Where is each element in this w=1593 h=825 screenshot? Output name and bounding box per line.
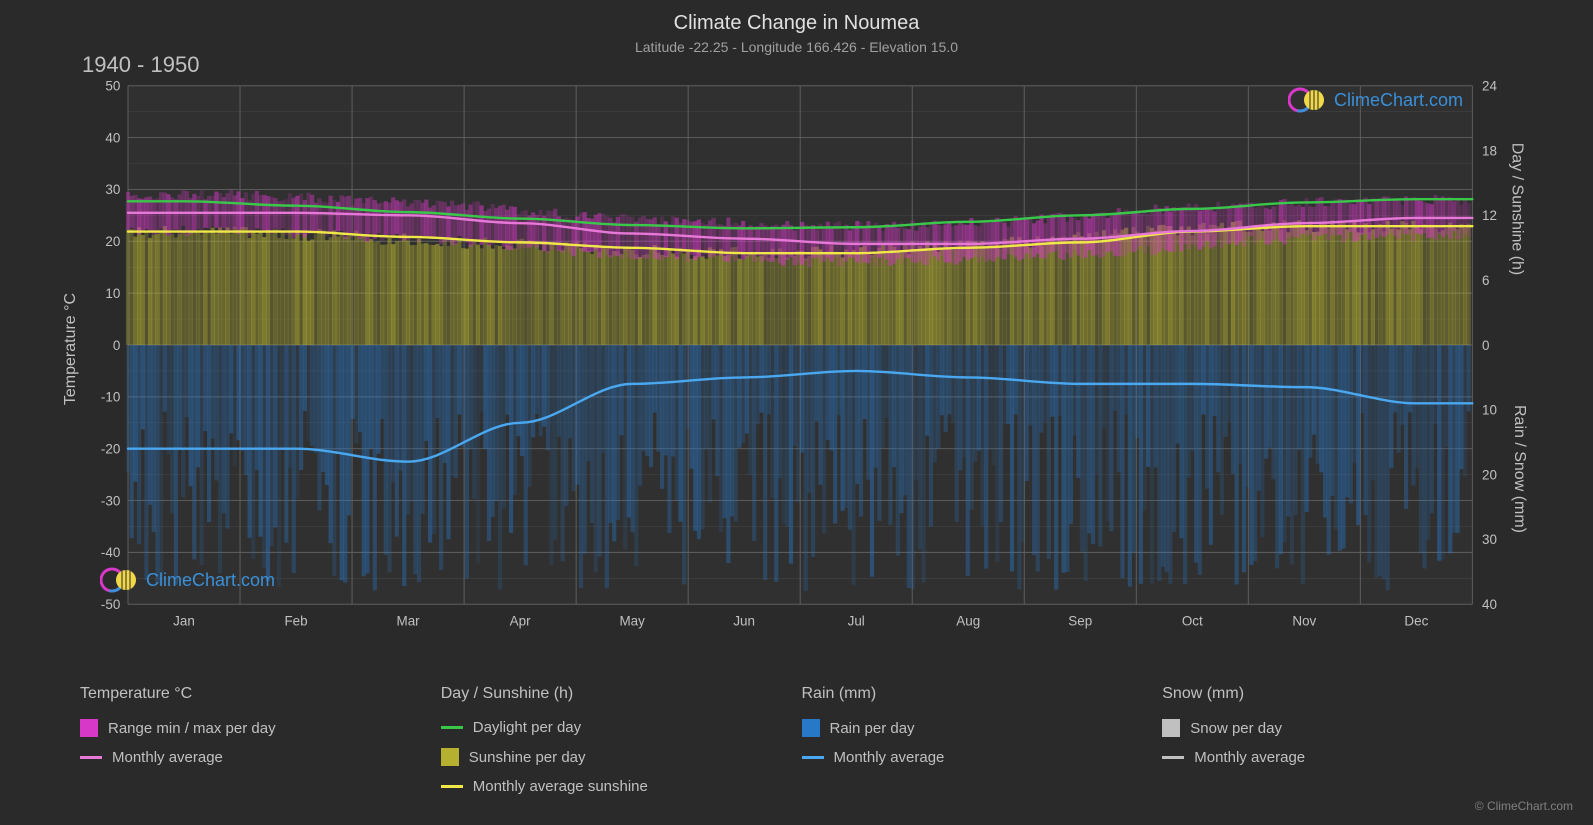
chart-title: Climate Change in Noumea — [0, 0, 1593, 35]
legend-column: Snow (mm) Snow per day Monthly average — [1162, 685, 1513, 795]
legend-column: Day / Sunshine (h) Daylight per day Sunshi… — [441, 685, 792, 795]
legend-header: Rain (mm) — [802, 685, 1153, 703]
legend-label: Range min / max per day — [108, 720, 276, 737]
y-axis-left-label: Temperature °C — [62, 293, 80, 405]
svg-text:-20: -20 — [101, 442, 120, 457]
svg-text:20: 20 — [1482, 467, 1497, 482]
legend-header: Temperature °C — [80, 685, 431, 703]
swatch-line-icon — [802, 756, 824, 759]
logo-icon — [100, 565, 140, 595]
legend-label: Monthly average — [1194, 749, 1305, 766]
svg-text:30: 30 — [1482, 532, 1497, 547]
logo-text: ClimeChart.com — [146, 570, 275, 591]
svg-text:20: 20 — [105, 234, 120, 249]
chart-subtitle: Latitude -22.25 - Longitude 166.426 - El… — [0, 39, 1593, 55]
svg-text:10: 10 — [1482, 403, 1497, 418]
legend-label: Monthly average — [834, 749, 945, 766]
svg-text:Jul: Jul — [848, 613, 865, 628]
svg-text:Feb: Feb — [284, 613, 307, 628]
legend-item: Sunshine per day — [441, 748, 792, 766]
svg-text:May: May — [619, 613, 645, 628]
swatch-box-icon — [441, 748, 459, 766]
svg-text:Dec: Dec — [1404, 613, 1428, 628]
legend-label: Monthly average — [112, 749, 223, 766]
swatch-box-icon — [80, 719, 98, 737]
svg-text:Aug: Aug — [956, 613, 980, 628]
chart-svg: -50 -40 -30 -20 -10 0 10 20 30 40 50 0 6 12 18 24 10 20 30… — [80, 72, 1530, 642]
svg-text:40: 40 — [105, 130, 120, 145]
svg-text:-40: -40 — [101, 545, 120, 560]
svg-text:0: 0 — [1482, 338, 1489, 353]
svg-text:18: 18 — [1482, 143, 1497, 158]
svg-text:Jun: Jun — [733, 613, 755, 628]
svg-text:6: 6 — [1482, 273, 1489, 288]
svg-text:Nov: Nov — [1292, 613, 1316, 628]
climechart-logo: ClimeChart.com — [1288, 85, 1463, 115]
legend-header: Day / Sunshine (h) — [441, 685, 792, 703]
swatch-line-icon — [1162, 756, 1184, 759]
svg-text:Mar: Mar — [397, 613, 421, 628]
svg-text:Oct: Oct — [1182, 613, 1203, 628]
svg-text:Apr: Apr — [510, 613, 531, 628]
svg-text:Jan: Jan — [173, 613, 195, 628]
svg-text:-30: -30 — [101, 493, 120, 508]
svg-text:30: 30 — [105, 182, 120, 197]
chart-plot-area: -50-40-30-20-100102030405006121824102030… — [80, 72, 1480, 612]
svg-text:12: 12 — [1482, 208, 1497, 223]
swatch-box-icon — [1162, 719, 1180, 737]
swatch-line-icon — [441, 726, 463, 729]
svg-text:-10: -10 — [101, 390, 120, 405]
legend-item: Rain per day — [802, 719, 1153, 737]
legend-label: Snow per day — [1190, 720, 1282, 737]
svg-text:0: 0 — [113, 338, 120, 353]
swatch-line-icon — [441, 785, 463, 788]
legend-label: Rain per day — [830, 720, 915, 737]
swatch-box-icon — [802, 719, 820, 737]
legend-header: Snow (mm) — [1162, 685, 1513, 703]
copyright-text: © ClimeChart.com — [1475, 799, 1573, 813]
legend-item: Range min / max per day — [80, 719, 431, 737]
svg-text:50: 50 — [105, 79, 120, 94]
svg-text:24: 24 — [1482, 79, 1497, 94]
legend-label: Monthly average sunshine — [473, 778, 648, 795]
legend-item: Monthly average — [1162, 749, 1513, 766]
legend-item: Monthly average sunshine — [441, 778, 792, 795]
legend-item: Snow per day — [1162, 719, 1513, 737]
logo-icon — [1288, 85, 1328, 115]
legend-container: Temperature °C Range min / max per day Mon… — [80, 685, 1513, 795]
legend-label: Daylight per day — [473, 719, 581, 736]
logo-text: ClimeChart.com — [1334, 90, 1463, 111]
svg-text:10: 10 — [105, 286, 120, 301]
svg-text:40: 40 — [1482, 597, 1497, 612]
climechart-logo: ClimeChart.com — [100, 565, 275, 595]
legend-item: Monthly average — [802, 749, 1153, 766]
legend-column: Rain (mm) Rain per day Monthly average — [802, 685, 1153, 795]
legend-item: Daylight per day — [441, 719, 792, 736]
svg-text:Sep: Sep — [1068, 613, 1092, 628]
legend-label: Sunshine per day — [469, 749, 586, 766]
legend-item: Monthly average — [80, 749, 431, 766]
legend-column: Temperature °C Range min / max per day Mon… — [80, 685, 431, 795]
svg-text:-50: -50 — [101, 597, 120, 612]
swatch-line-icon — [80, 756, 102, 759]
